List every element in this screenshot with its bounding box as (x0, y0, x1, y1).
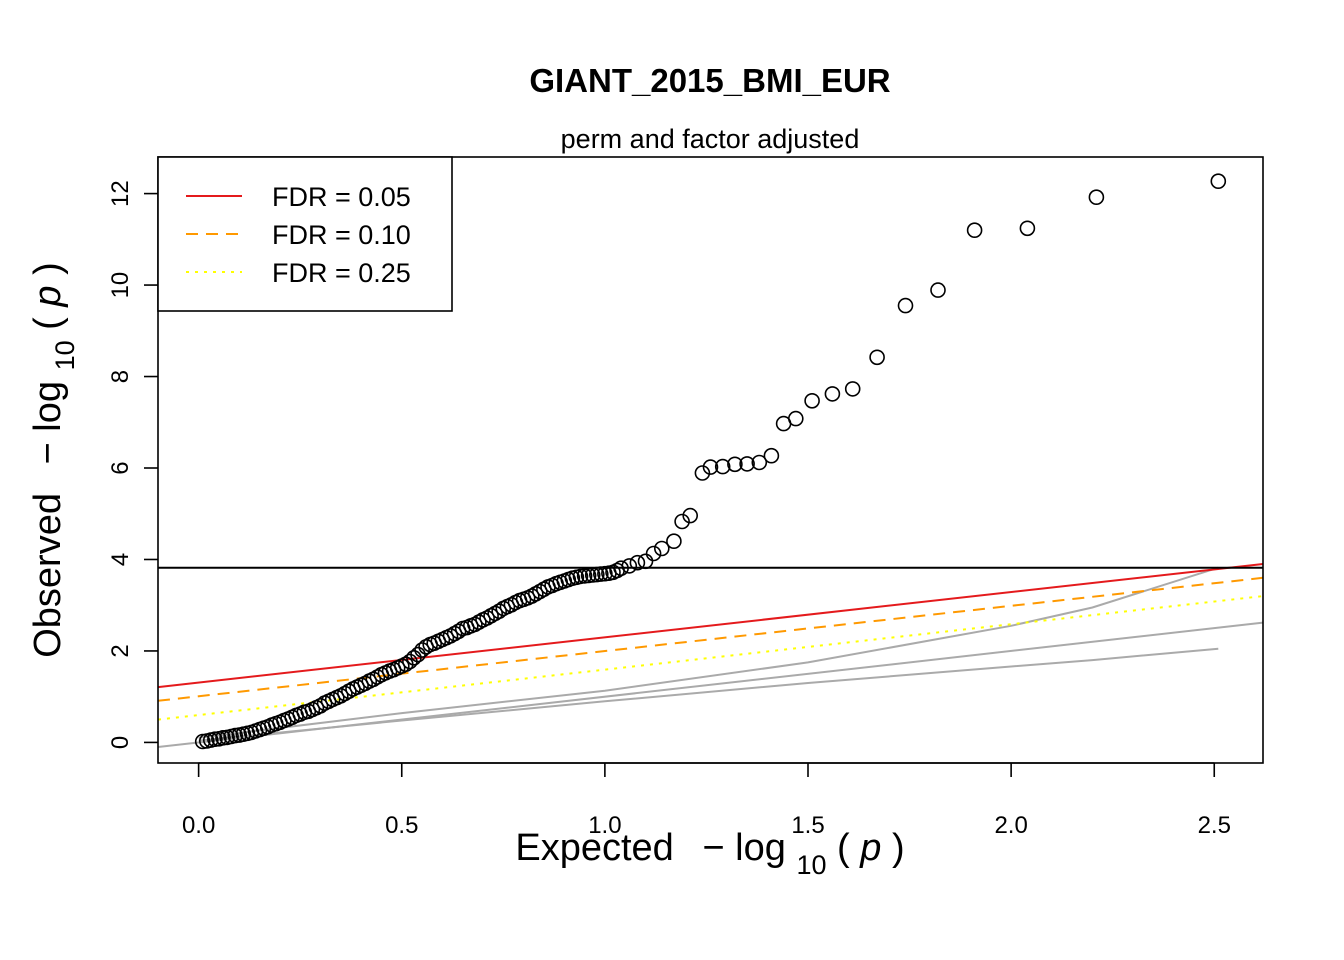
y-label-close: ) (27, 262, 69, 275)
data-point (897, 297, 914, 314)
data-point (479, 610, 495, 626)
x-tick-label: 0.5 (385, 812, 418, 839)
data-point (406, 649, 422, 666)
chart-subtitle: perm and factor adjusted (561, 124, 860, 154)
data-point (1210, 173, 1227, 189)
data-point (467, 616, 483, 633)
x-tick-label: 0.0 (182, 812, 215, 839)
y-axis: 0 2 4 6 8 10 12 (107, 180, 158, 749)
data-point (727, 456, 743, 473)
chart-title: GIANT_2015_BMI_EUR (529, 62, 890, 99)
fdr-line-0 (157, 563, 1264, 689)
data-point (694, 465, 711, 481)
y-label-open: ( (27, 317, 69, 330)
data-point (844, 381, 861, 397)
y-tick-label: 2 (107, 644, 134, 657)
y-tick-label: 0 (107, 736, 134, 749)
data-point (739, 456, 755, 472)
reference-line-1 (198, 647, 1219, 742)
y-tick-label: 4 (107, 553, 134, 566)
x-tick-label: 2.0 (994, 812, 1027, 839)
data-point (714, 458, 731, 475)
data-point (787, 410, 804, 427)
x-label-sub: 10 (796, 850, 826, 880)
data-point (763, 447, 780, 464)
data-point (532, 583, 548, 600)
data-point (446, 625, 463, 642)
data-point (966, 222, 983, 238)
legend-label-fdr-010: FDR = 0.10 (272, 220, 411, 250)
y-label-var: p (27, 285, 69, 307)
x-axis: 0.0 0.5 1.0 1.5 2.0 2.5 (182, 762, 1231, 839)
y-label-prefix: Observed (27, 493, 69, 658)
data-point (1088, 189, 1105, 205)
data-point (613, 560, 629, 577)
data-point (930, 282, 946, 298)
data-point (645, 545, 662, 562)
y-tick-label: 8 (107, 370, 134, 383)
data-point (410, 646, 426, 663)
legend-label-fdr-025: FDR = 0.25 (272, 258, 411, 288)
data-point (824, 386, 841, 402)
data-point (1019, 220, 1036, 237)
y-label-minus: − (27, 442, 69, 464)
data-point (869, 349, 885, 366)
y-tick-label: 6 (107, 461, 134, 474)
data-point (653, 540, 670, 557)
data-point (621, 558, 638, 574)
x-axis-label: Expected − log 10 ( p ) (515, 827, 904, 883)
y-tick-label: 12 (107, 180, 134, 207)
x-label-minus: − (702, 827, 724, 869)
data-point (629, 554, 646, 571)
x-label-open: ( (837, 827, 850, 869)
legend-label-fdr-005: FDR = 0.05 (272, 182, 411, 212)
y-label-sub: 10 (50, 340, 80, 370)
reference-line-2 (198, 566, 1219, 739)
data-point (369, 669, 386, 685)
x-tick-label: 2.5 (1198, 812, 1231, 839)
fdr-lines (157, 563, 1264, 721)
data-point (674, 513, 690, 530)
x-label-prefix: Expected (515, 827, 673, 869)
data-point (751, 454, 768, 471)
data-point (414, 642, 430, 658)
reference-lines (157, 566, 1264, 748)
fdr-line-1 (157, 576, 1264, 702)
data-point (312, 697, 329, 714)
legend: FDR = 0.05 FDR = 0.10 FDR = 0.25 (157, 156, 453, 312)
data-points (194, 173, 1227, 750)
data-point (804, 392, 820, 409)
data-point (682, 507, 699, 524)
x-tick-label: 1.5 (791, 812, 824, 839)
x-label-func: log (735, 827, 786, 869)
data-point (702, 459, 719, 475)
data-point (666, 533, 682, 550)
data-point (637, 553, 654, 570)
x-tick-label: 1.0 (588, 812, 621, 839)
data-point (337, 685, 353, 702)
fdr-line-2 (157, 595, 1264, 721)
y-label-func: log (27, 381, 69, 432)
x-label-close: ) (892, 827, 905, 869)
y-tick-label: 10 (107, 272, 134, 299)
x-label-var: p (859, 827, 881, 869)
y-axis-label: Observed − log 10 ( p ) (27, 262, 83, 658)
data-point (523, 588, 540, 604)
data-point (491, 603, 508, 620)
